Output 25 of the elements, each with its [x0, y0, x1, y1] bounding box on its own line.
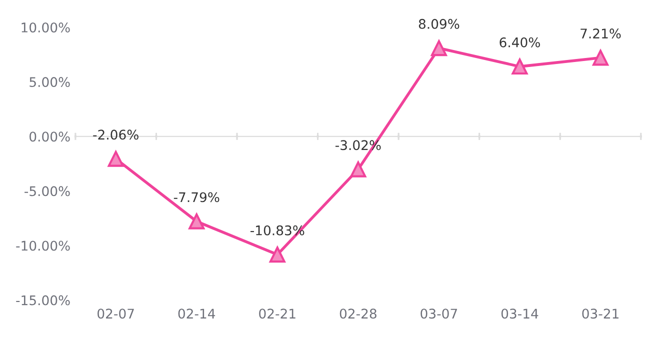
point: [350, 161, 366, 178]
y-tick-label: 0.00%: [30, 132, 70, 142]
y-tick-label: -10.00%: [16, 240, 70, 251]
x-tick-label: 02-07: [98, 308, 134, 319]
x-tick-label: 03-21: [582, 308, 618, 319]
data-label: 7.21%: [580, 28, 621, 38]
data-label: 8.09%: [418, 18, 460, 29]
point: [592, 50, 609, 66]
x-tick-label: 02-21: [259, 308, 296, 319]
x-tick-label: 02-14: [178, 308, 216, 319]
data-label: -2.06%: [93, 130, 138, 140]
point: [512, 58, 528, 75]
y-tick-label: -15.00%: [16, 295, 70, 306]
point: [269, 246, 286, 263]
data-label: 6.40%: [500, 37, 540, 48]
y-tick-label: -5.00%: [24, 186, 70, 196]
x-tick-label: 03-07: [420, 308, 457, 319]
y-tick-label: 5.00%: [30, 77, 70, 88]
point: [430, 40, 447, 56]
y-tick-label: 10.00%: [22, 22, 70, 32]
point: [188, 213, 205, 230]
x-tick-label: 03-14: [501, 308, 538, 319]
data-label: -7.79%: [174, 192, 220, 202]
point: [108, 150, 124, 167]
x-tick-label: 02-28: [340, 308, 376, 319]
